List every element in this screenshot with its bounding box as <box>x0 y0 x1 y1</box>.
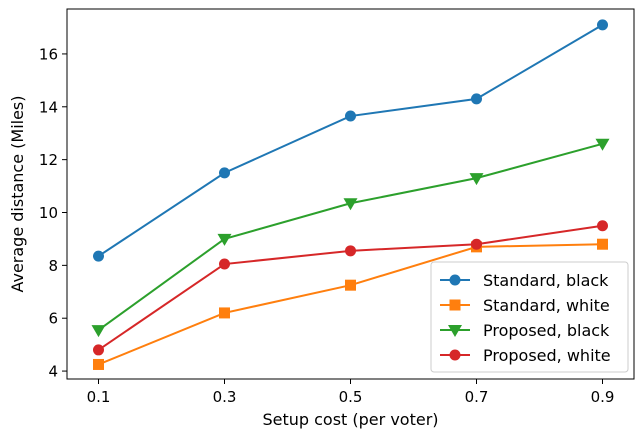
data-point-standard-black <box>471 93 482 105</box>
y-tick-label: 10 <box>39 204 58 222</box>
data-point-proposed-white <box>345 245 356 257</box>
legend-item-proposed-white: Proposed, white <box>440 346 611 365</box>
legend-swatch-marker <box>449 349 461 361</box>
series-line-standard-black <box>97 23 604 257</box>
data-point-proposed-white <box>219 258 230 270</box>
x-tick-label: 0.9 <box>591 388 615 406</box>
y-tick-label: 8 <box>48 257 58 275</box>
series-proposed-black <box>91 138 610 338</box>
legend-item-standard-black: Standard, black <box>440 271 609 290</box>
legend-label: Proposed, black <box>483 321 610 340</box>
data-point-standard-black <box>597 19 608 31</box>
legend-label: Standard, black <box>483 271 609 290</box>
legend: Standard, black Standard, white Proposed, … <box>430 261 629 373</box>
legend-label: Standard, white <box>483 296 610 315</box>
data-point-standard-black <box>93 250 104 262</box>
data-point-standard-white <box>597 238 608 250</box>
y-tick-label: 14 <box>39 98 58 116</box>
data-point-proposed-white <box>597 220 608 232</box>
data-point-proposed-black <box>469 173 484 186</box>
x-tick-label: 0.1 <box>87 388 111 406</box>
data-point-standard-white <box>219 307 230 319</box>
plot-area <box>91 19 610 370</box>
legend-item-proposed-black: Proposed, black <box>440 321 610 340</box>
x-axis-label: Setup cost (per voter) <box>262 410 438 429</box>
y-tick-label: 16 <box>39 45 58 63</box>
data-point-proposed-black <box>343 198 358 211</box>
series-proposed-white <box>93 220 608 356</box>
data-point-proposed-black <box>91 325 106 338</box>
data-point-proposed-black <box>217 233 232 246</box>
data-point-standard-white <box>93 358 104 370</box>
legend-swatch-marker <box>449 274 461 286</box>
data-point-standard-black <box>345 110 356 122</box>
legend-box <box>430 261 629 373</box>
x-tick-label: 0.7 <box>465 388 489 406</box>
y-tick-label: 4 <box>48 363 58 381</box>
data-point-proposed-white <box>93 344 104 356</box>
x-tick-label: 0.5 <box>339 388 363 406</box>
series-standard-black <box>93 19 608 262</box>
y-tick-label: 12 <box>39 151 58 169</box>
legend-swatch-marker <box>449 299 461 311</box>
x-tick-label: 0.3 <box>213 388 237 406</box>
legend-swatch-marker <box>448 325 462 337</box>
legend-label: Proposed, white <box>483 346 611 365</box>
data-point-proposed-black <box>595 138 610 151</box>
y-tick-label: 6 <box>48 310 58 328</box>
axes: 0.1 0.3 0.5 0.7 0.9 4 6 8 10 12 14 16 <box>39 45 615 406</box>
legend-item-standard-white: Standard, white <box>440 296 610 315</box>
data-point-standard-black <box>219 167 230 179</box>
data-point-standard-white <box>345 279 356 291</box>
y-axis-label: Average distance (Miles) <box>8 95 27 292</box>
data-point-proposed-white <box>471 238 482 250</box>
